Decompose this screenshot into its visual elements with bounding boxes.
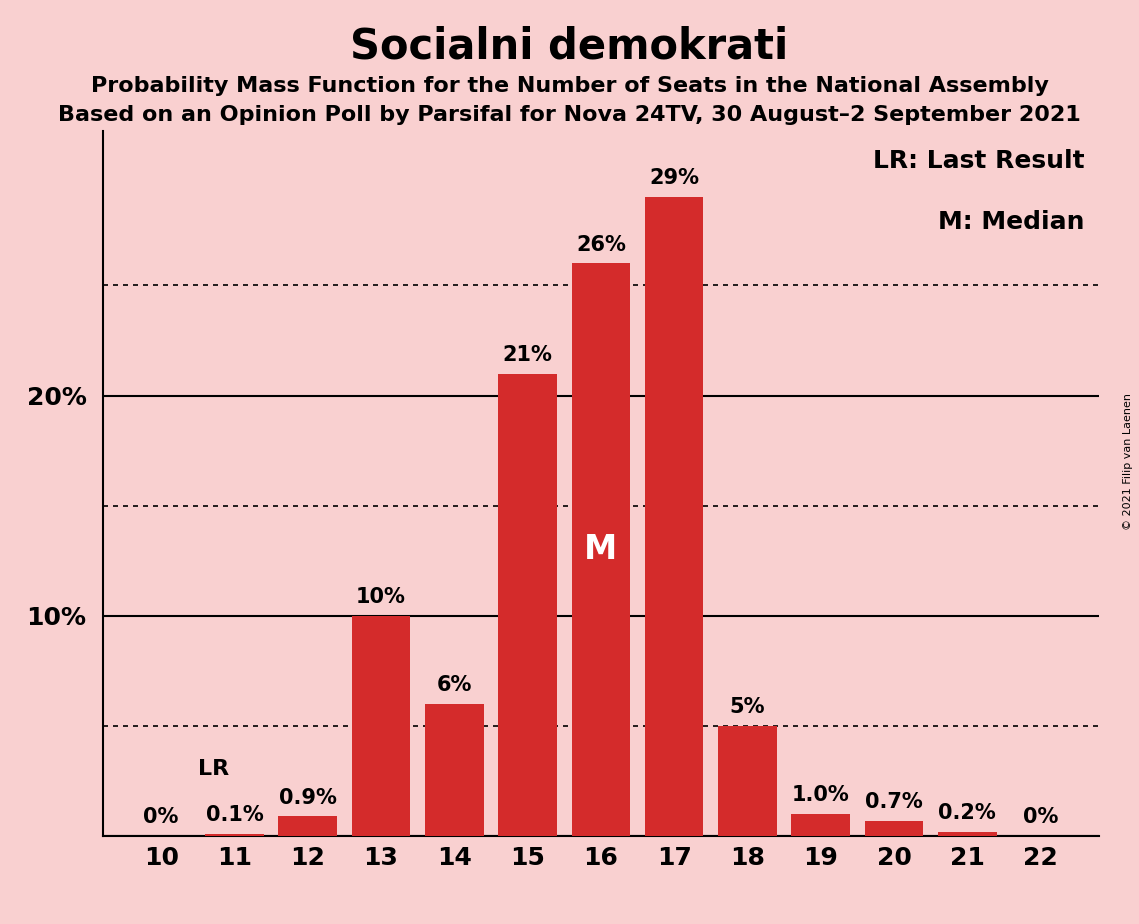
Text: 21%: 21%: [502, 345, 552, 365]
Text: 0.2%: 0.2%: [939, 803, 997, 823]
Bar: [718, 726, 777, 836]
Text: © 2021 Filip van Laenen: © 2021 Filip van Laenen: [1123, 394, 1133, 530]
Text: 5%: 5%: [730, 698, 765, 717]
Text: LR: Last Result: LR: Last Result: [872, 149, 1084, 173]
Text: 1.0%: 1.0%: [792, 785, 850, 806]
Text: LR: LR: [198, 760, 229, 779]
Text: 29%: 29%: [649, 168, 699, 188]
Bar: [205, 834, 264, 836]
Bar: [572, 263, 630, 836]
Bar: [352, 616, 410, 836]
Text: M: Median: M: Median: [937, 210, 1084, 234]
Bar: [645, 198, 704, 836]
Bar: [278, 817, 337, 836]
Bar: [792, 814, 850, 836]
Text: 0%: 0%: [1023, 808, 1058, 827]
Bar: [425, 704, 484, 836]
Bar: [865, 821, 924, 836]
Bar: [498, 373, 557, 836]
Text: 26%: 26%: [576, 235, 625, 255]
Text: 10%: 10%: [357, 587, 405, 607]
Bar: [937, 832, 997, 836]
Text: Socialni demokrati: Socialni demokrati: [351, 26, 788, 67]
Text: Probability Mass Function for the Number of Seats in the National Assembly: Probability Mass Function for the Number…: [91, 76, 1048, 96]
Text: 0.1%: 0.1%: [205, 805, 263, 825]
Text: 0%: 0%: [144, 808, 179, 827]
Text: 0.9%: 0.9%: [279, 787, 337, 808]
Text: M: M: [584, 533, 617, 566]
Text: 6%: 6%: [436, 675, 472, 695]
Text: Based on an Opinion Poll by Parsifal for Nova 24TV, 30 August–2 September 2021: Based on an Opinion Poll by Parsifal for…: [58, 105, 1081, 126]
Text: 0.7%: 0.7%: [866, 792, 923, 812]
